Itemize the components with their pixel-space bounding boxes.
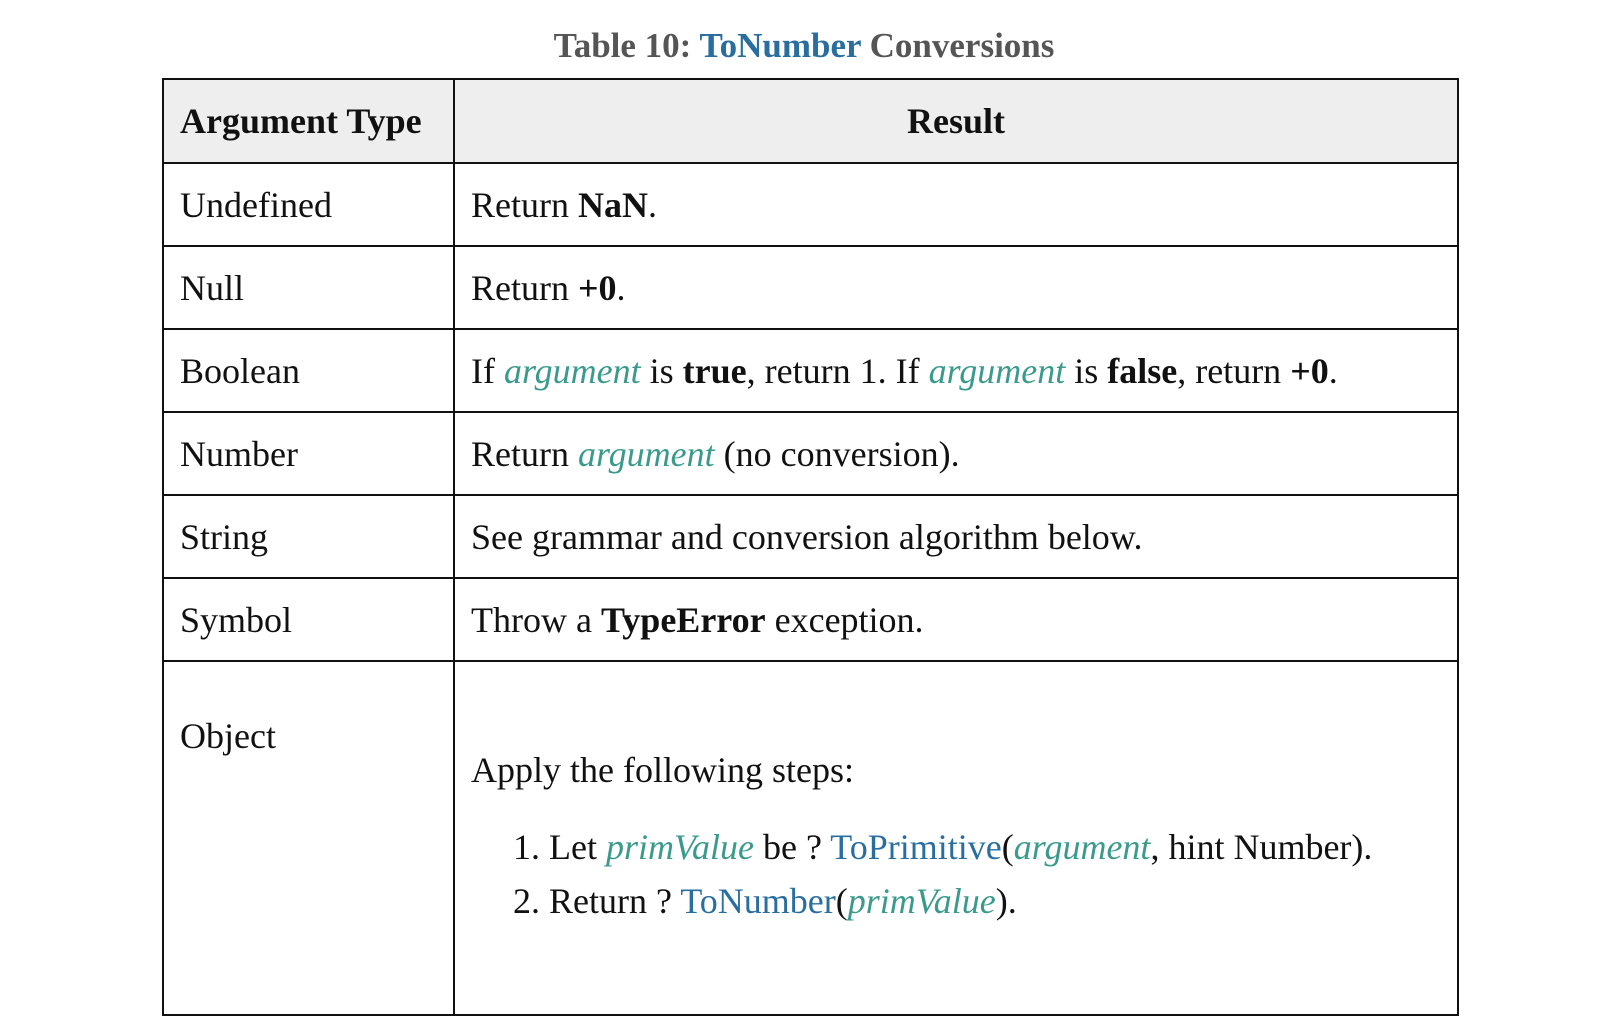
result-text: . [616,267,626,308]
result-text: If [471,350,504,391]
result-text: . [1328,350,1338,391]
result-cell-object: Apply the following steps: Let primValue… [453,660,1459,1016]
type-cell-string: String [162,494,455,579]
result-value-false: false [1107,350,1178,391]
table-row: Null Return +0. [162,245,1459,330]
result-value-nan: NaN [577,184,648,225]
conversion-table: Argument Type Result Undefined Return Na… [162,78,1459,1016]
step-text: be ? [753,827,831,867]
caption-prefix: Table 10: [553,26,700,65]
table-row: Number Return argument (no conversion). [162,411,1459,496]
header-result: Result [453,78,1459,164]
result-text: is [1065,350,1108,391]
table-caption: Table 10: ToNumber Conversions [0,22,1608,70]
result-text: , return 1. If [746,350,929,391]
type-cell-number: Number [162,411,455,496]
step-item: Return ? ToNumber(primValue). [549,874,1457,928]
variable-argument[interactable]: argument [928,350,1066,391]
result-text: is [640,350,683,391]
result-value-plus-zero: +0 [1290,350,1329,391]
step-text: Let [549,827,606,867]
step-text: ( [835,881,848,921]
steps-intro: Apply the following steps: [471,750,854,790]
result-cell-string: See grammar and conversion algorithm bel… [453,494,1459,579]
variable-argument[interactable]: argument [577,433,715,474]
result-cell-number: Return argument (no conversion). [453,411,1459,496]
table-header-row: Argument Type Result [162,78,1459,164]
toprimitive-link[interactable]: ToPrimitive [830,827,1002,867]
type-cell-undefined: Undefined [162,162,455,247]
variable-argument[interactable]: argument [503,350,641,391]
result-text: . [647,184,657,225]
type-cell-object: Object [162,660,455,1016]
result-value-typeerror: TypeError [600,599,766,640]
caption-tonumber-link[interactable]: ToNumber [699,26,861,65]
result-text: Return [471,184,578,225]
table-row: Symbol Throw a TypeError exception. [162,577,1459,662]
result-cell-symbol: Throw a TypeError exception. [453,577,1459,662]
result-text: , return [1177,350,1291,391]
result-value-plus-zero: +0 [577,267,617,308]
result-text: Return [471,433,578,474]
result-cell-boolean: If argument is true, return 1. If argume… [453,328,1459,413]
table-row: Boolean If argument is true, return 1. I… [162,328,1459,413]
step-text: Return ? [549,881,681,921]
step-text: ( [1001,827,1014,867]
result-cell-null: Return +0. [453,245,1459,330]
step-text: ). [995,881,1017,921]
result-text: See grammar and conversion algorithm bel… [471,516,1143,557]
result-text: (no conversion). [714,433,960,474]
type-cell-boolean: Boolean [162,328,455,413]
step-text: , hint Number). [1150,827,1373,867]
step-item: Let primValue be ? ToPrimitive(argument,… [549,820,1457,874]
result-text: exception. [765,599,924,640]
result-cell-undefined: Return NaN. [453,162,1459,247]
variable-primvalue[interactable]: primValue [605,827,754,867]
table-row: Undefined Return NaN. [162,162,1459,247]
result-value-true: true [682,350,747,391]
tonumber-link[interactable]: ToNumber [680,881,836,921]
variable-primvalue[interactable]: primValue [847,881,996,921]
result-text: Return [471,267,578,308]
variable-argument[interactable]: argument [1013,827,1151,867]
caption-suffix: Conversions [860,26,1055,65]
header-argument-type: Argument Type [162,78,455,164]
result-text: Throw a [471,599,601,640]
steps-list: Let primValue be ? ToPrimitive(argument,… [471,820,1457,928]
type-cell-symbol: Symbol [162,577,455,662]
table-row: String See grammar and conversion algori… [162,494,1459,579]
table-row: Object Apply the following steps: Let pr… [162,660,1459,1016]
type-cell-null: Null [162,245,455,330]
